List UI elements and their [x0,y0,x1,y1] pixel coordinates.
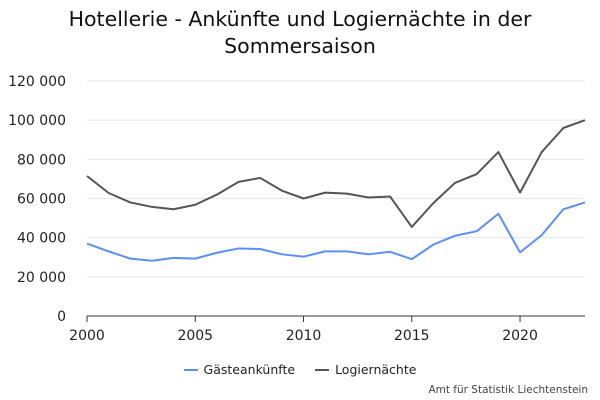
y-tick-label: 100 000 [8,113,66,129]
y-tick-label: 120 000 [8,74,66,90]
y-tick-label: 0 [57,309,66,325]
x-tick-label: 2020 [502,328,538,344]
source-note: Amt für Statistik Liechtenstein [428,384,588,396]
grid-layer [87,80,585,278]
chart-title-line-1: Hotellerie - Ankünfte und Logiernächte i… [68,7,532,31]
series-layer [86,119,586,262]
chart-title: Hotellerie - Ankünfte und Logiernächte i… [0,6,600,60]
x-tick-label: 2000 [69,328,105,344]
x-tick-label: 2010 [286,328,322,344]
legend-item-gaesteankuenfte[interactable]: Gästeankünfte [183,362,296,377]
legend-item-logiernaechte[interactable]: Logiernächte [315,362,416,377]
x-tick-label: 2005 [177,328,213,344]
legend-swatch-gaesteankuenfte [183,368,198,371]
y-tick-label: 40 000 [17,231,66,247]
legend-label-gaesteankuenfte: Gästeankünfte [203,362,296,377]
legend: Gästeankünfte Logiernächte [0,362,600,377]
axis-layer: 0 20 000 40 000 60 000 80 000 100 000 120 000 2… [8,74,585,344]
legend-label-logiernaechte: Logiernächte [335,362,417,377]
y-tick-label: 20 000 [17,270,66,286]
y-tick-label: 60 000 [17,192,66,208]
y-tick-label: 80 000 [17,152,66,168]
legend-swatch-logiernaechte [315,368,330,371]
chart-title-line-2: Sommersaison [224,34,376,58]
series-line-gaesteankuenfte [86,201,586,262]
x-tick-label: 2015 [394,328,430,344]
series-line-logiernaechte [86,119,586,228]
